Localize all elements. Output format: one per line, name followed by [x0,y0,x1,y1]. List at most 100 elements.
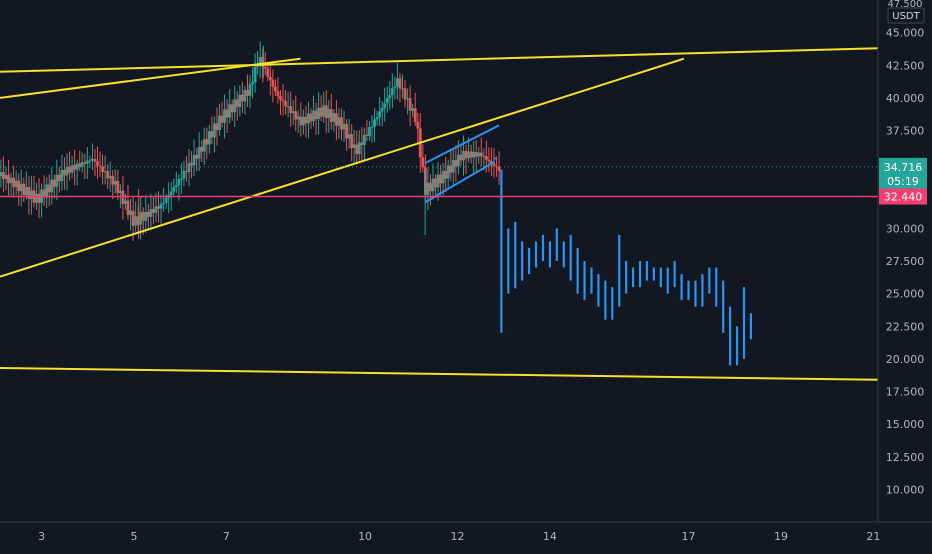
candle-body [149,209,153,217]
candle-body [157,206,160,209]
candle-body [279,96,282,100]
candle-body [477,152,481,157]
flag-dash-line [489,154,500,164]
price-axis[interactable]: 47.500 USDT 45.00042.50040.00037.50035.0… [879,0,927,496]
candle-body [350,134,354,148]
candle-body [467,151,470,159]
candle-body [446,165,450,179]
trendlines-layer [0,47,879,381]
candle-body [482,155,486,157]
candle-body [360,142,364,146]
candle-body [398,78,402,89]
candle-body [332,113,336,122]
candle-body [228,104,232,118]
candle-body [223,109,226,123]
candle-body [9,177,13,184]
time-tick-label: 12 [450,530,464,543]
candle-body [75,163,79,170]
candle-body [314,110,318,120]
candle-body [380,107,384,112]
candle-body [240,94,244,102]
time-tick-label: 10 [358,530,372,543]
candle-body [60,170,64,182]
trendline [0,57,685,278]
candle-body [246,89,249,96]
candle-body [281,99,285,102]
candle-body [4,174,8,180]
price-tick-label: 25.000 [886,288,925,301]
candle-body [462,151,465,161]
flag-lower-line [424,160,495,204]
candle-body [22,183,26,196]
candle-body [185,171,188,173]
candle-body [24,187,28,196]
candle-body [388,95,392,99]
candle-body [413,108,417,122]
candle-body [454,160,458,167]
candle-body [70,165,74,173]
candle-body [464,151,468,159]
candle-body [449,165,453,173]
candle-body [238,94,242,107]
candle-body [309,113,313,122]
candle-body [258,57,262,64]
time-axis[interactable]: 3 5 7 10 12 14 17 19 21 [38,530,880,543]
candle-body [139,212,143,225]
candle-body [210,131,214,138]
candle-body [111,176,115,185]
currency-label: USDT [892,11,920,22]
candle-body [96,161,99,166]
candle-body [451,160,455,173]
price-tick-label: 30.000 [886,222,925,235]
candle-body [73,165,77,170]
candle-body [190,162,193,166]
price-tick-label: 22.500 [886,320,925,333]
flag-upper-line [424,124,500,165]
candle-body [164,197,168,204]
candle-body [85,160,89,164]
candle-body [337,117,341,126]
candle-body [383,103,387,108]
candle-body [347,134,351,139]
last-price-badge [879,157,927,189]
candle-body [429,182,432,192]
candle-body [355,144,359,155]
candle-body [83,162,87,164]
time-tick-label: 17 [682,530,696,543]
candle-body [98,165,102,167]
candle-body [78,163,82,167]
candle-body [401,88,404,90]
candle-body [484,155,488,160]
time-tick-label: 19 [774,530,788,543]
candle-body [284,101,287,107]
price-tick-label: 45.000 [886,27,925,40]
candle-body [327,109,331,118]
candle-body [47,184,51,193]
candle-body [179,178,183,180]
price-tick-label: 27.500 [886,255,925,268]
candle-body [235,99,239,107]
candle-body [55,174,59,187]
candle-body [225,109,229,118]
candle-body [218,115,221,131]
candle-body [390,88,394,96]
candle-body [434,178,437,188]
time-tick-label: 21 [866,530,880,543]
candle-body [141,212,145,221]
candle-body [492,163,496,167]
candle-body [261,57,265,67]
candle-body [296,116,300,120]
candle-body [154,206,158,213]
candle-body [27,187,31,199]
candle-body [368,127,371,136]
price-tick-label: 37.500 [886,125,925,138]
support-level-badge [879,188,927,205]
currency-badge[interactable] [887,7,925,24]
candle-body [286,106,290,108]
candle-body [426,182,430,195]
candle-body [14,180,18,188]
projection-layer [500,169,753,366]
price-tick-label: 10.000 [886,483,925,496]
